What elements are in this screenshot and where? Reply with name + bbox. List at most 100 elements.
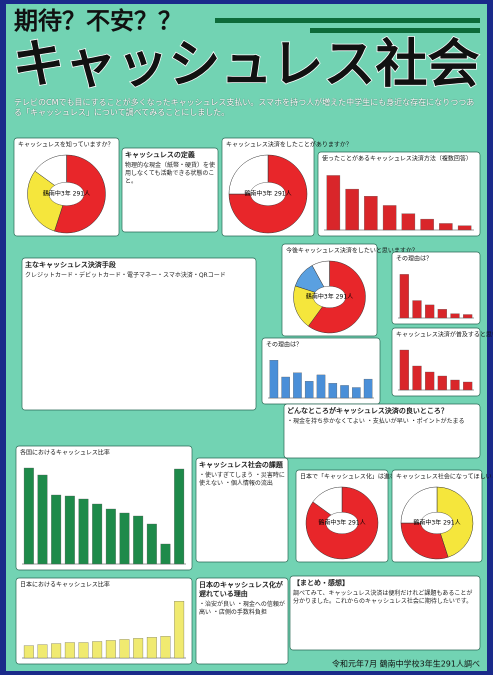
bar <box>329 383 337 398</box>
pie-center-label: 鶴南中3年 291人 <box>43 190 90 198</box>
bar <box>413 366 422 390</box>
bar <box>51 495 61 564</box>
bar <box>458 226 471 230</box>
text-box-content: 主なキャッシュレス決済手段クレジットカード・デビットカード・電子マネー・スマホ決… <box>25 261 253 407</box>
bar <box>147 637 157 658</box>
bar <box>79 499 89 564</box>
box-body: ・現金を持ち歩かなくてよい ・支払いが早い ・ポイントがたまる <box>287 418 464 425</box>
bar <box>352 388 360 399</box>
text-box: キャッシュレスの定義物理的な現金（紙幣・硬貨）を使用しなくても活動できる状態のこ… <box>125 151 215 229</box>
bar <box>400 350 409 390</box>
text-box-content: 日本のキャッシュレス化が遅れている理由・治安が良い ・現金への信頼が高い ・店側… <box>199 581 285 661</box>
text-box-content: キャッシュレス社会の課題・使いすぎてしまう ・災害時に使えない ・個人情報の流出 <box>199 461 285 559</box>
intro: テレビのCMでも目にすることが多くなったキャッシュレス支払い。スマホを持つ人が増… <box>14 98 480 132</box>
bar <box>174 469 184 564</box>
bar <box>463 382 472 390</box>
bar <box>79 643 89 659</box>
bar <box>364 379 372 398</box>
bar <box>24 468 34 564</box>
box-title: 日本のキャッシュレス化が遅れている理由 <box>199 581 285 599</box>
poster-title: 期待？不安？？ <box>14 7 182 35</box>
bar <box>120 513 130 564</box>
chart-title: その理由は？ <box>266 341 302 349</box>
bar <box>451 314 460 318</box>
bar <box>65 496 75 564</box>
bar <box>327 175 340 230</box>
bar <box>451 380 460 390</box>
text-box-content: どんなところがキャッシュレス決済の良いところ？ ・現金を持ち歩かなくてよい ・支払… <box>287 407 477 455</box>
text-box: 主なキャッシュレス決済手段クレジットカード・デビットカード・電子マネー・スマホ決… <box>25 261 253 407</box>
bar <box>161 636 171 658</box>
bar <box>438 376 447 390</box>
bar <box>147 524 157 564</box>
bar <box>92 641 102 658</box>
bar <box>174 601 184 658</box>
deco-bar <box>310 28 480 33</box>
pie-center-label: 鶴南中3年 291人 <box>413 519 460 527</box>
text-box: 日本のキャッシュレス化が遅れている理由・治安が良い ・現金への信頼が高い ・店側… <box>199 581 285 661</box>
chart-title: 各国におけるキャッシュレス比率 <box>20 449 110 457</box>
chart-title: その理由は？ <box>396 255 432 263</box>
box-title: キャッシュレスの定義 <box>125 151 215 160</box>
chart-title: キャッシュレス社会になってほしいと思いますか？ <box>396 473 493 481</box>
bar <box>402 214 415 230</box>
box-title: 【まとめ・感想】 <box>293 579 477 588</box>
box-body: クレジットカード・デビットカード・電子マネー・スマホ決済・QRコード <box>25 272 226 279</box>
intro-text: テレビのCMでも目にすることが多くなったキャッシュレス支払い。スマホを持つ人が増… <box>14 98 480 132</box>
panel <box>318 152 480 236</box>
footer: 令和元年7月 鶴南中学校3年生291人調べ <box>332 659 480 669</box>
bar <box>133 638 143 658</box>
bar <box>364 196 377 230</box>
pie-center-label: 鶴南中3年 291人 <box>318 519 365 527</box>
bar <box>282 377 290 398</box>
text-box: キャッシュレス社会の課題・使いすぎてしまう ・災害時に使えない ・個人情報の流出 <box>199 461 285 559</box>
bar <box>293 373 301 398</box>
bar <box>421 219 434 230</box>
bar <box>38 475 48 564</box>
bar <box>317 375 325 398</box>
bar <box>305 381 313 398</box>
chart-title: キャッシュレス決済をしたことがありますか？ <box>226 141 352 149</box>
bar <box>438 309 447 318</box>
chart-title: 日本におけるキャッシュレス比率 <box>20 581 110 589</box>
pie-center-label: 鶴南中3年 291人 <box>306 293 353 301</box>
deco-bar <box>215 18 480 23</box>
bar <box>270 360 278 398</box>
bar <box>133 516 143 564</box>
bar <box>425 372 434 390</box>
box-body: ・治安が良い ・現金への信頼が高い ・店側の手数料負担 <box>199 601 285 616</box>
poster: 期待？不安？？ キャッシュレス社会 テレビのCMでも目にすることが多くなったキャ… <box>0 0 493 675</box>
text-box-content: 【まとめ・感想】調べてみて、キャッシュレス決済は便利だけれど課題もあることが分か… <box>293 579 477 647</box>
bar <box>92 504 102 564</box>
text-box: 【まとめ・感想】調べてみて、キャッシュレス決済は便利だけれど課題もあることが分か… <box>293 579 477 647</box>
bar <box>439 223 452 230</box>
bar <box>106 509 116 564</box>
chart-title: キャッシュレス決済が普及すると思いますか？ <box>396 331 493 339</box>
text-box-content: キャッシュレスの定義物理的な現金（紙幣・硬貨）を使用しなくても活動できる状態のこ… <box>125 151 215 229</box>
bar <box>161 544 171 564</box>
box-title: どんなところがキャッシュレス決済の良いところ？ <box>287 407 477 416</box>
box-body: 調べてみて、キャッシュレス決済は便利だけれど課題もあることが分かりました。これか… <box>293 590 472 605</box>
box-body: ・使いすぎてしまう ・災害時に使えない ・個人情報の流出 <box>199 472 285 487</box>
pie-center-label: 鶴南中3年 291人 <box>244 190 291 198</box>
text-box: どんなところがキャッシュレス決済の良いところ？ ・現金を持ち歩かなくてよい ・支払… <box>287 407 477 455</box>
bar <box>413 301 422 318</box>
box-title: キャッシュレス社会の課題 <box>199 461 285 470</box>
bar <box>120 639 130 658</box>
bar <box>38 645 48 658</box>
chart-title: 使ったことがあるキャッシュレス決済方法（複数回答） <box>322 155 472 163</box>
bar <box>51 644 61 658</box>
bar <box>463 315 472 318</box>
bar <box>106 640 116 658</box>
bar <box>340 385 348 398</box>
bar <box>383 205 396 230</box>
box-title: 主なキャッシュレス決済手段 <box>25 261 253 270</box>
bar <box>425 305 434 318</box>
box-body: 物理的な現金（紙幣・硬貨）を使用しなくても活動できる状態のこと。 <box>125 162 215 185</box>
bar <box>346 189 359 230</box>
bar <box>24 646 34 658</box>
main-title: キャッシュレス社会 <box>13 35 480 95</box>
bar <box>65 643 75 659</box>
bar <box>400 274 409 318</box>
chart-title: キャッシュレスを知っていますか？ <box>18 141 114 149</box>
